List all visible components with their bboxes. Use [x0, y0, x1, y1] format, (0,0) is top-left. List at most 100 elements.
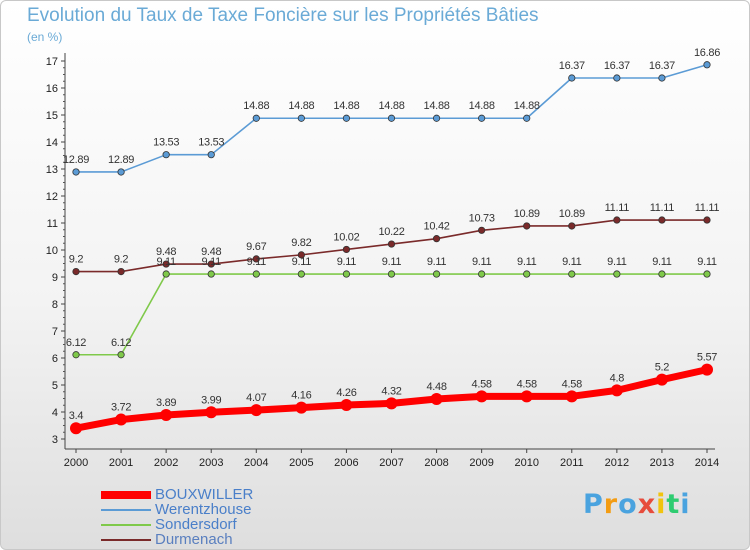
data-point-sondersdorf	[478, 270, 486, 278]
data-label-sondersdorf: 9.11	[247, 256, 267, 268]
data-point-durmenach	[613, 216, 621, 224]
data-point-werentzhouse	[252, 114, 260, 122]
data-label-werentzhouse: 14.88	[514, 100, 540, 112]
x-tick-label: 2014	[695, 457, 719, 469]
logo-letter: t	[666, 489, 681, 520]
y-tick-label: 11	[47, 218, 58, 230]
x-tick-label: 2008	[424, 457, 448, 469]
data-label-bouxwiller: 3.4	[69, 410, 84, 422]
data-label-bouxwiller: 5.57	[697, 352, 717, 364]
legend-label: Sondersdorf	[155, 516, 237, 533]
x-tick-label: 2000	[64, 457, 88, 469]
data-point-werentzhouse	[703, 61, 711, 69]
x-tick-label: 2010	[514, 457, 538, 469]
data-label-sondersdorf: 9.11	[652, 256, 672, 268]
y-tick-label: 6	[52, 353, 58, 365]
data-label-bouxwiller: 4.16	[291, 390, 311, 402]
data-point-durmenach	[387, 240, 396, 248]
x-tick-label: 2012	[605, 457, 629, 469]
data-point-sondersdorf	[703, 270, 711, 278]
data-label-bouxwiller: 3.89	[156, 397, 176, 409]
x-tick-label: 2005	[289, 457, 313, 469]
x-tick-label: 2006	[334, 457, 358, 469]
data-label-durmenach: 10.89	[559, 208, 585, 220]
data-point-bouxwiller	[250, 404, 263, 417]
data-label-werentzhouse: 14.88	[288, 100, 314, 112]
data-label-bouxwiller: 4.58	[517, 378, 537, 390]
data-label-durmenach: 11.11	[605, 202, 630, 214]
data-point-bouxwiller	[475, 390, 488, 403]
legend-item-sondersdorf: Sondersdorf	[101, 517, 253, 532]
data-point-werentzhouse	[478, 114, 486, 122]
data-label-bouxwiller: 4.58	[562, 378, 582, 390]
data-point-werentzhouse	[342, 114, 351, 122]
y-tick-label: 12	[46, 191, 58, 203]
data-point-durmenach	[432, 235, 441, 243]
data-label-werentzhouse: 13.53	[198, 137, 224, 149]
data-label-sondersdorf: 9.11	[517, 256, 537, 268]
data-label-durmenach: 9.48	[201, 246, 221, 258]
data-label-durmenach: 9.82	[291, 237, 311, 249]
data-point-sondersdorf	[432, 270, 441, 278]
data-point-durmenach	[252, 255, 260, 263]
data-point-bouxwiller	[160, 408, 173, 421]
data-point-bouxwiller	[205, 406, 218, 419]
data-label-durmenach: 10.89	[514, 208, 540, 220]
data-point-werentzhouse	[297, 114, 305, 122]
data-label-bouxwiller: 4.8	[610, 372, 625, 384]
data-label-durmenach: 10.02	[333, 231, 359, 243]
data-label-durmenach: 9.2	[69, 254, 84, 266]
data-point-sondersdorf	[297, 270, 305, 278]
data-label-sondersdorf: 9.11	[156, 256, 176, 268]
data-label-werentzhouse: 14.88	[469, 100, 495, 112]
y-tick-label: 9	[52, 272, 58, 284]
data-label-bouxwiller: 4.58	[472, 378, 492, 390]
data-point-bouxwiller	[70, 422, 82, 435]
data-point-sondersdorf	[568, 270, 576, 278]
data-point-bouxwiller	[610, 384, 623, 397]
data-point-werentzhouse	[568, 74, 576, 82]
data-point-werentzhouse	[72, 168, 80, 176]
y-tick-label: 8	[52, 299, 58, 311]
data-label-sondersdorf: 9.11	[202, 256, 222, 268]
proxiti-logo: Proxiti	[583, 489, 691, 520]
data-point-durmenach	[342, 245, 351, 254]
x-tick-label: 2009	[469, 457, 493, 469]
legend-item-bouxwiller: BOUXWILLER	[101, 487, 253, 502]
data-point-durmenach	[523, 222, 531, 230]
data-label-durmenach: 11.11	[650, 202, 675, 214]
data-label-werentzhouse: 14.88	[378, 100, 404, 112]
data-label-werentzhouse: 12.89	[108, 154, 134, 166]
data-point-durmenach	[72, 267, 80, 276]
y-tick-label: 4	[52, 407, 58, 419]
data-label-sondersdorf: 9.11	[382, 256, 402, 268]
data-label-durmenach: 10.42	[424, 221, 450, 233]
legend-swatch	[101, 490, 151, 499]
y-tick-label: 16	[46, 83, 58, 95]
data-label-durmenach: 9.2	[114, 254, 129, 266]
x-tick-label: 2004	[244, 457, 268, 469]
data-point-sondersdorf	[387, 270, 396, 278]
data-point-werentzhouse	[658, 74, 666, 82]
chart-legend: BOUXWILLER Werentzhouse Sondersdorf Durmena…	[101, 487, 253, 547]
legend-swatch	[101, 538, 151, 541]
data-label-bouxwiller: 5.2	[655, 362, 670, 374]
data-label-durmenach: 11.11	[695, 202, 720, 214]
data-point-bouxwiller	[430, 393, 443, 406]
data-label-sondersdorf: 9.11	[292, 256, 312, 268]
data-point-durmenach	[568, 222, 576, 230]
x-tick-label: 2002	[154, 457, 178, 469]
x-tick-label: 2001	[109, 457, 133, 469]
data-point-werentzhouse	[162, 151, 170, 159]
data-point-bouxwiller	[385, 397, 398, 410]
chart-title: Evolution du Taux de Taxe Foncière sur l…	[27, 5, 539, 26]
y-tick-label: 15	[46, 110, 58, 122]
data-point-durmenach	[658, 216, 666, 224]
data-label-werentzhouse: 14.88	[424, 100, 450, 112]
logo-letter: i	[680, 489, 691, 520]
legend-label: Durmenach	[155, 531, 233, 548]
data-point-werentzhouse	[523, 114, 531, 122]
logo-letter: x	[637, 489, 657, 520]
data-point-sondersdorf	[252, 270, 260, 278]
data-label-sondersdorf: 6.12	[66, 337, 86, 349]
